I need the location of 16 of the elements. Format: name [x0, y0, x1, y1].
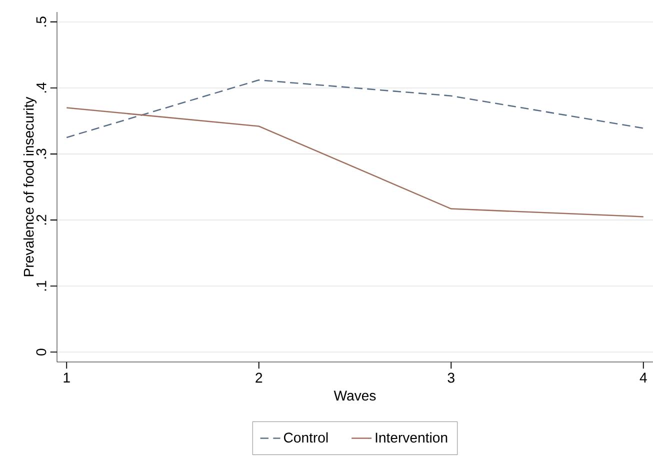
x-tick-label: 1 [64, 372, 70, 382]
line-series [66, 79, 644, 138]
x-tick-label: 2 [256, 372, 262, 383]
y-tick-label: 0 [36, 348, 46, 356]
x-tick-label: 3 [448, 372, 454, 383]
y-tick-label: .1 [36, 280, 46, 291]
y-tick-label: .3 [36, 148, 46, 159]
x-tick-label: 4 [640, 372, 647, 382]
x-axis-title: Waves [334, 390, 376, 401]
y-tick-label: .4 [36, 82, 46, 93]
legend-label: Control [284, 432, 328, 443]
y-axis-title: Prevalence of food insecurity [23, 96, 37, 276]
y-tick-label: .2 [36, 214, 46, 225]
line-series [66, 107, 644, 218]
legend-label: Intervention [376, 432, 448, 443]
y-tick-label: .5 [36, 16, 46, 26]
